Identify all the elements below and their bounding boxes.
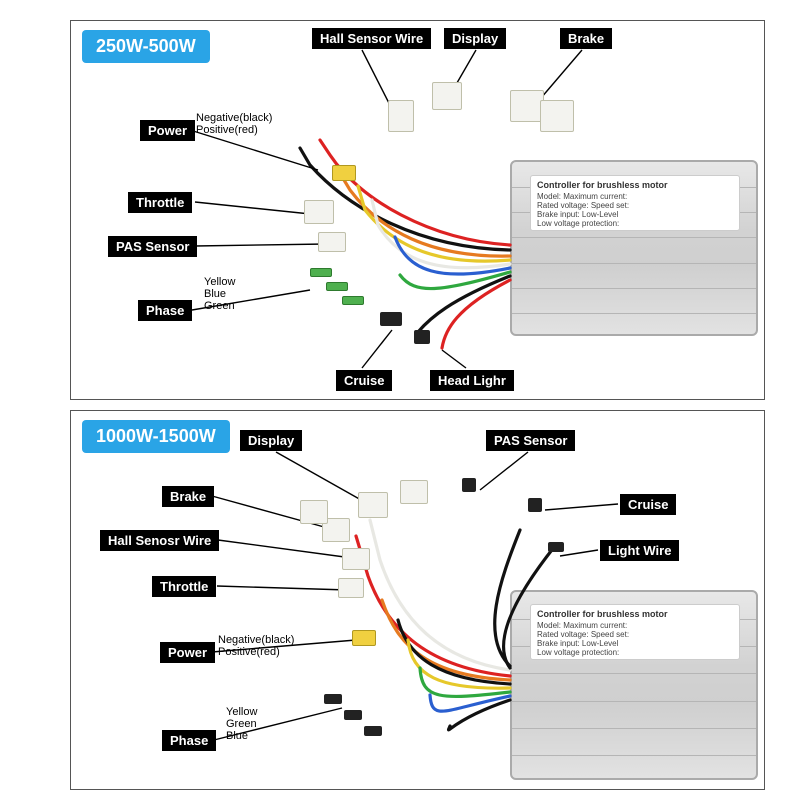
connector [528, 498, 542, 512]
connector [400, 480, 428, 504]
note-line: Negative(black) [218, 634, 294, 646]
note-line: Yellow [204, 276, 235, 288]
callout-label: Cruise [620, 494, 676, 515]
callout-label: Throttle [128, 192, 192, 213]
controller-label-line: Low voltage protection: [537, 648, 733, 657]
connector [388, 100, 414, 132]
controller-label-line: Brake input: Low-Level [537, 210, 733, 219]
callout-note: YellowGreenBlue [226, 706, 257, 742]
callout-label: Phase [162, 730, 216, 751]
callout-label: Brake [560, 28, 612, 49]
note-line: Negative(black) [196, 112, 272, 124]
connector [380, 312, 402, 326]
controller-label: Controller for brushless motor Model: Max… [530, 604, 740, 660]
note-line: Positive(red) [218, 646, 294, 658]
callout-label: Display [444, 28, 506, 49]
note-line: Blue [204, 288, 235, 300]
connector [462, 478, 476, 492]
note-line: Yellow [226, 706, 257, 718]
callout-label: Display [240, 430, 302, 451]
callout-label: Hall Sensor Wire [312, 28, 431, 49]
callout-label: PAS Sensor [108, 236, 197, 257]
connector [332, 165, 356, 181]
controller-label-line: Model: Maximum current: [537, 192, 733, 201]
controller-ridge [512, 755, 756, 756]
controller-label-line: Brake input: Low-Level [537, 639, 733, 648]
connector [300, 500, 328, 524]
note-line: Positive(red) [196, 124, 272, 136]
connector [338, 578, 364, 598]
controller-ridge [512, 263, 756, 264]
callout-label: Brake [162, 486, 214, 507]
controller-label-line: Rated voltage: Speed set: [537, 630, 733, 639]
callout-label: Cruise [336, 370, 392, 391]
connector [364, 726, 382, 736]
connector [352, 630, 376, 646]
panel-title-badge: 1000W-1500W [82, 420, 230, 453]
connector [344, 710, 362, 720]
controller-label-header: Controller for brushless motor [537, 609, 733, 619]
connector [540, 100, 574, 132]
connector [548, 542, 564, 552]
callout-label: Power [140, 120, 195, 141]
controller-label: Controller for brushless motor Model: Max… [530, 175, 740, 231]
note-line: Green [226, 718, 257, 730]
controller-ridge [512, 673, 756, 674]
connector [510, 90, 544, 122]
callout-label: Power [160, 642, 215, 663]
callout-label: Light Wire [600, 540, 679, 561]
connector [304, 200, 334, 224]
callout-label: Phase [138, 300, 192, 321]
callout-label: Hall Senosr Wire [100, 530, 219, 551]
controller-label-line: Rated voltage: Speed set: [537, 201, 733, 210]
controller-label-header: Controller for brushless motor [537, 180, 733, 190]
callout-label: PAS Sensor [486, 430, 575, 451]
connector [342, 296, 364, 305]
callout-label: Head Lighr [430, 370, 514, 391]
callout-note: Negative(black)Positive(red) [218, 634, 294, 658]
note-line: Green [204, 300, 235, 312]
connector [414, 330, 430, 344]
controller-ridge [512, 288, 756, 289]
controller-ridge [512, 701, 756, 702]
callout-note: Negative(black)Positive(red) [196, 112, 272, 136]
callout-label: Throttle [152, 576, 216, 597]
controller-ridge [512, 728, 756, 729]
panel-title-badge: 250W-500W [82, 30, 210, 63]
controller-ridge [512, 313, 756, 314]
connector [324, 694, 342, 704]
controller-label-line: Low voltage protection: [537, 219, 733, 228]
connector [358, 492, 388, 518]
controller-ridge [512, 237, 756, 238]
connector [326, 282, 348, 291]
connector [432, 82, 462, 110]
note-line: Blue [226, 730, 257, 742]
controller-label-line: Model: Maximum current: [537, 621, 733, 630]
connector [318, 232, 346, 252]
callout-note: YellowBlueGreen [204, 276, 235, 312]
connector [310, 268, 332, 277]
connector [342, 548, 370, 570]
